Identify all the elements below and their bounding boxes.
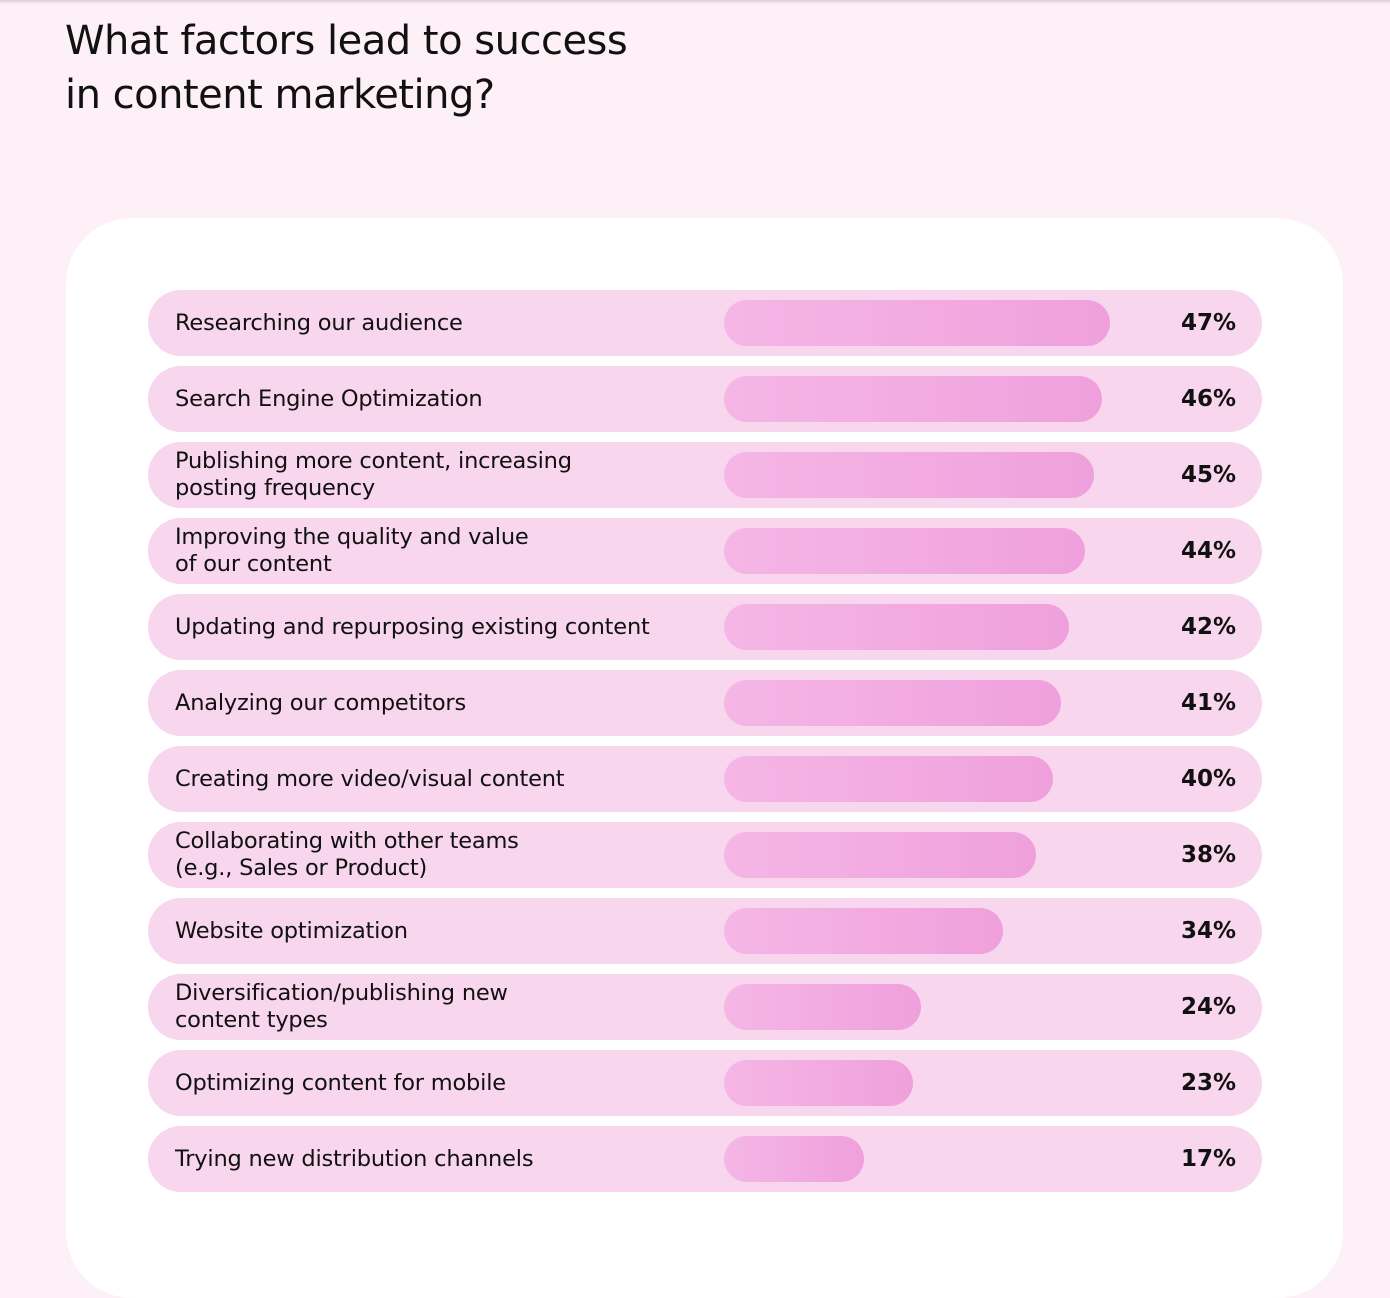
bar-track xyxy=(724,1136,1264,1182)
bar xyxy=(724,756,1053,802)
bar-category-label: Improving the quality and value of our c… xyxy=(175,524,529,577)
bar xyxy=(724,300,1110,346)
chart-title: What factors lead to success in content … xyxy=(65,14,965,122)
bar-row: Optimizing content for mobile 23% xyxy=(148,1050,1262,1116)
bar-category-label: Optimizing content for mobile xyxy=(175,1069,506,1096)
bar-value-label: 42% xyxy=(1180,614,1236,640)
bar-row: Trying new distribution channels 17% xyxy=(148,1126,1262,1192)
bar-row: Collaborating with other teams (e.g., Sa… xyxy=(148,822,1262,888)
bar-row: Creating more video/visual content 40% xyxy=(148,746,1262,812)
bar-row: Analyzing our competitors 41% xyxy=(148,670,1262,736)
bar-value-label: 46% xyxy=(1180,386,1236,412)
bar-row: Website optimization 34% xyxy=(148,898,1262,964)
bar xyxy=(724,908,1004,954)
bar xyxy=(724,604,1069,650)
bar-row: Publishing more content, increasing post… xyxy=(148,442,1262,508)
bar-category-label: Website optimization xyxy=(175,917,408,944)
bar xyxy=(724,1060,913,1106)
bar-track xyxy=(724,908,1264,954)
bar-row: Improving the quality and value of our c… xyxy=(148,518,1262,584)
bar xyxy=(724,1136,864,1182)
bar-value-label: 23% xyxy=(1180,1070,1236,1096)
bar-value-label: 24% xyxy=(1180,994,1236,1020)
bar-value-label: 34% xyxy=(1180,918,1236,944)
bar xyxy=(724,376,1102,422)
bar-value-label: 17% xyxy=(1180,1146,1236,1172)
chart-title-line-2: in content marketing? xyxy=(65,72,495,118)
bar xyxy=(724,528,1086,574)
bar-track xyxy=(724,1060,1264,1106)
bar-category-label: Publishing more content, increasing post… xyxy=(175,448,572,501)
bar-track xyxy=(724,680,1264,726)
bar-value-label: 40% xyxy=(1180,766,1236,792)
top-edge-shadow xyxy=(0,0,1390,4)
bar-value-label: 45% xyxy=(1180,462,1236,488)
bar-category-label: Collaborating with other teams (e.g., Sa… xyxy=(175,828,519,881)
bar-category-label: Researching our audience xyxy=(175,309,463,336)
bar-row: Researching our audience 47% xyxy=(148,290,1262,356)
bar-value-label: 44% xyxy=(1180,538,1236,564)
bar xyxy=(724,984,922,1030)
bar-track xyxy=(724,604,1264,650)
bar-row: Updating and repurposing existing conten… xyxy=(148,594,1262,660)
bar-track xyxy=(724,832,1264,878)
bar-category-label: Creating more video/visual content xyxy=(175,765,565,792)
bar xyxy=(724,832,1037,878)
bar-value-label: 38% xyxy=(1180,842,1236,868)
bar-track xyxy=(724,756,1264,802)
bar-category-label: Updating and repurposing existing conten… xyxy=(175,613,650,640)
bar-value-label: 47% xyxy=(1180,310,1236,336)
bar-track xyxy=(724,452,1264,498)
bar-category-label: Trying new distribution channels xyxy=(175,1145,534,1172)
chart-title-line-1: What factors lead to success xyxy=(65,18,628,64)
bar-category-label: Diversification/publishing new content t… xyxy=(175,980,508,1033)
bar-value-label: 41% xyxy=(1180,690,1236,716)
bar xyxy=(724,680,1061,726)
bar-category-label: Search Engine Optimization xyxy=(175,385,483,412)
bar-track xyxy=(724,300,1264,346)
bar xyxy=(724,452,1094,498)
bar-track xyxy=(724,984,1264,1030)
bar-track xyxy=(724,376,1264,422)
bar-track xyxy=(724,528,1264,574)
bar-category-label: Analyzing our competitors xyxy=(175,689,467,716)
bar-row: Diversification/publishing new content t… xyxy=(148,974,1262,1040)
bar-row: Search Engine Optimization 46% xyxy=(148,366,1262,432)
